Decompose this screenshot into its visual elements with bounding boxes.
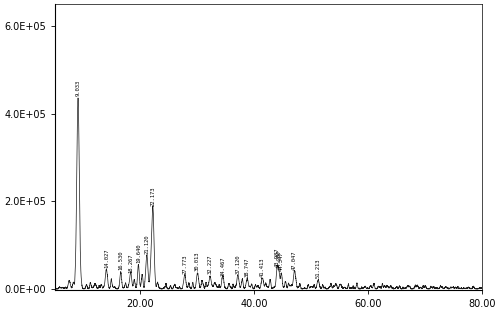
Text: 9.033: 9.033	[76, 80, 80, 96]
Text: 32.227: 32.227	[208, 255, 212, 275]
Text: 37.120: 37.120	[236, 254, 240, 274]
Text: 41.413: 41.413	[260, 258, 265, 277]
Text: 43.987: 43.987	[274, 248, 280, 267]
Text: 21.120: 21.120	[144, 234, 150, 254]
Text: 44.347: 44.347	[279, 252, 284, 271]
Text: 14.027: 14.027	[104, 249, 109, 268]
Text: 30.013: 30.013	[195, 252, 200, 271]
Text: 34.467: 34.467	[220, 256, 226, 276]
Text: 44.287: 44.287	[276, 250, 281, 269]
Text: 22.173: 22.173	[150, 186, 156, 206]
Text: 19.640: 19.640	[136, 243, 141, 263]
Text: 18.267: 18.267	[128, 253, 133, 273]
Text: 16.530: 16.530	[118, 251, 123, 270]
Text: 51.213: 51.213	[316, 259, 320, 278]
Text: 38.747: 38.747	[244, 258, 250, 277]
Text: 27.773: 27.773	[182, 255, 187, 275]
Text: 47.047: 47.047	[292, 251, 297, 270]
